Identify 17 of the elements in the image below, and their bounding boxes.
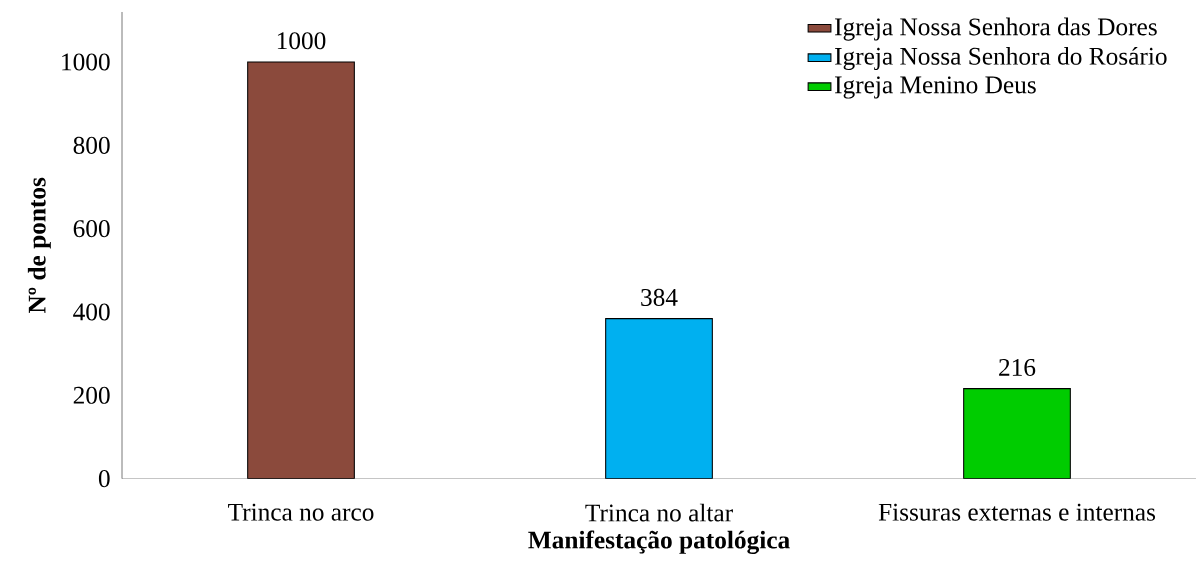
x-axis-title: Manifestação patológica — [528, 530, 790, 554]
x-tick-label: Fissuras externas e internas — [878, 503, 1156, 521]
y-tick-label: 200 — [73, 386, 110, 404]
legend-label: Igreja Menino Deus — [835, 76, 1036, 99]
y-tick-label: 600 — [73, 220, 110, 238]
legend-label: Igreja Nossa Senhora do Rosário — [835, 46, 1167, 71]
data-label: 384 — [641, 288, 678, 306]
y-tick-label: 1000 — [62, 53, 110, 71]
y-tick-label: 800 — [73, 136, 110, 154]
x-tick-label: Trinca no arco — [228, 503, 374, 521]
y-tick-label: 400 — [73, 303, 110, 321]
y-axis-title: Nº de pontos — [27, 177, 51, 314]
data-label: 216 — [999, 358, 1036, 376]
x-tick-label: Trinca no altar — [585, 503, 733, 522]
y-tick-label: 0 — [98, 470, 110, 488]
data-label: 1000 — [277, 32, 326, 50]
legend-label: Igreja Nossa Senhora das Dores — [835, 17, 1157, 41]
